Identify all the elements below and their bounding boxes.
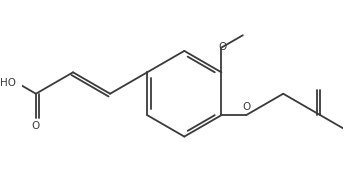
Text: O: O [243,102,251,112]
Text: O: O [218,42,226,52]
Text: O: O [32,121,40,131]
Text: HO: HO [0,78,15,88]
